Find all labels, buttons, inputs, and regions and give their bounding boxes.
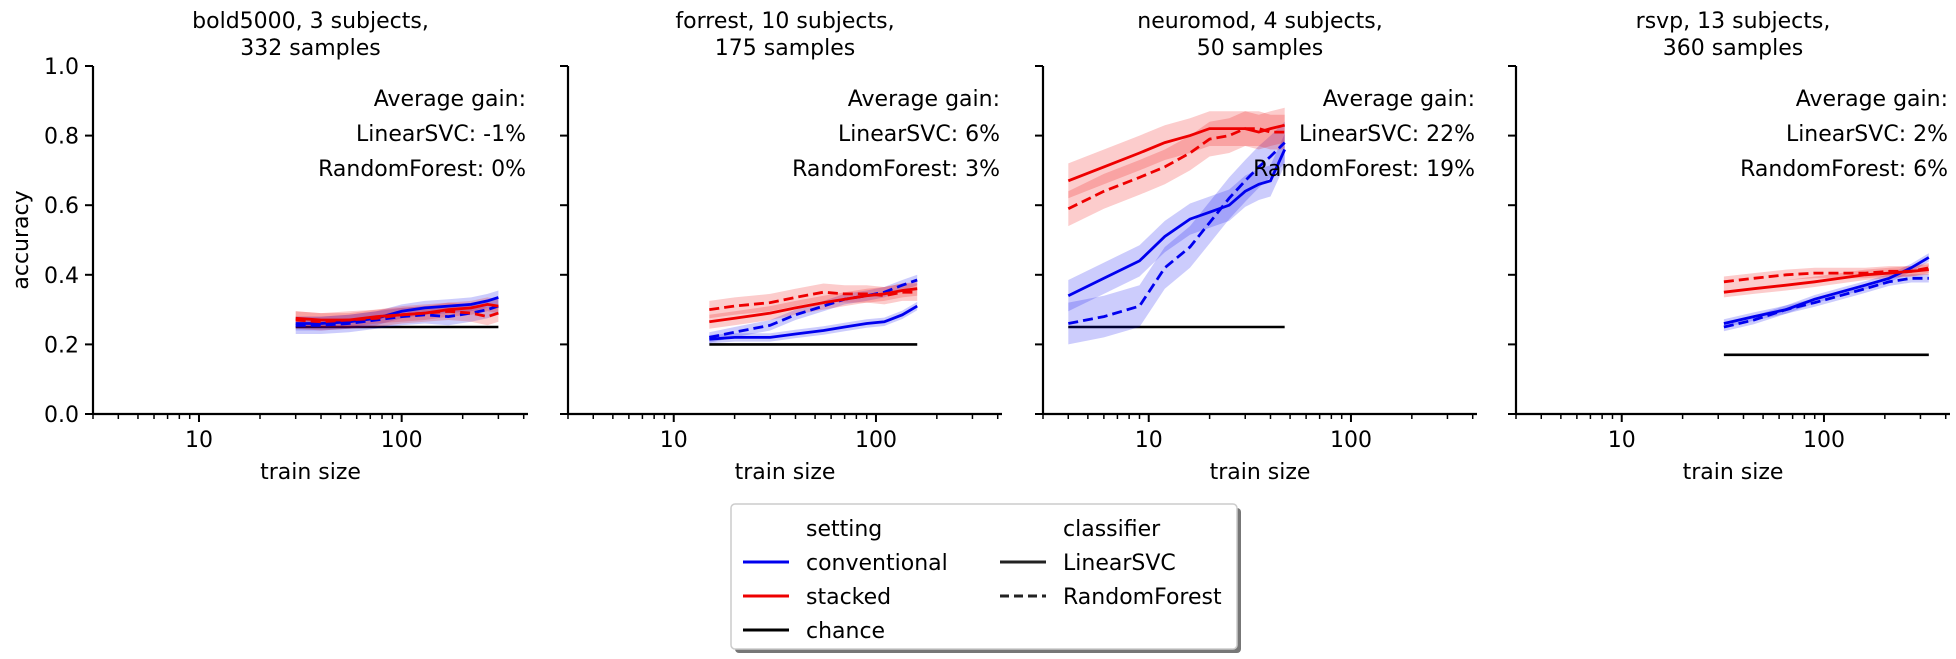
series-line-stacked-RandomForest (709, 290, 918, 311)
confidence-band-stacked-LinearSVC (1068, 107, 1285, 199)
y-tick-label: 1.0 (44, 55, 79, 80)
chart-title-line: bold5000, 3 subjects, (192, 9, 429, 34)
series-line-conventional-LinearSVC (1067, 148, 1286, 297)
y-tick-label: 0.6 (44, 194, 79, 219)
chart-title-line: neuromod, 4 subjects, (1137, 9, 1382, 34)
legend-label-conventional: conventional (806, 551, 948, 576)
series-line-conventional-RandomForest (709, 278, 918, 339)
legend-label-LinearSVC: LinearSVC (1063, 551, 1176, 576)
legend-title-classifier: classifier (1063, 517, 1161, 542)
gain-annotation-line: LinearSVC: 2% (1786, 122, 1948, 147)
chart-title-line: forrest, 10 subjects, (675, 9, 894, 34)
x-tick-label: 100 (381, 428, 423, 453)
confidence-band-conventional-LinearSVC (1723, 253, 1929, 328)
legend-box (730, 503, 1238, 650)
series-line-stacked-LinearSVC (709, 287, 918, 324)
chart-title-line: rsvp, 13 subjects, (1636, 9, 1831, 34)
gain-annotation-line: LinearSVC: -1% (356, 122, 526, 147)
y-tick-label: 0.8 (44, 125, 79, 150)
gain-annotation-line: RandomForest: 6% (1740, 157, 1948, 182)
gain-annotation-line: Average gain: (1796, 87, 1948, 112)
series-line-stacked-RandomForest (1723, 266, 1930, 284)
series-line-stacked-RandomForest (1067, 127, 1285, 210)
gain-annotation-line: RandomForest: 3% (792, 157, 1000, 182)
chart-title-line: 175 samples (715, 36, 855, 61)
series-line-conventional-RandomForest (1723, 276, 1929, 329)
legend-label-stacked: stacked (806, 585, 891, 610)
chart-title-line: 360 samples (1663, 36, 1803, 61)
chart-title-line: 332 samples (240, 36, 380, 61)
y-tick-label: 0.2 (44, 333, 79, 358)
confidence-band-conventional-LinearSVC (1068, 133, 1285, 312)
confidence-band-stacked-RandomForest (709, 283, 918, 319)
chart-title-line: 50 samples (1197, 36, 1323, 61)
x-tick-label: 10 (1135, 428, 1163, 453)
chart-panel-2: forrest, 10 subjects,175 samples 10 100 tra… (560, 9, 1002, 485)
series-line-conventional-LinearSVC (709, 304, 918, 341)
gain-annotation-line: Average gain: (374, 87, 526, 112)
confidence-band-conventional-RandomForest (1723, 274, 1929, 332)
legend-title-setting: setting (806, 517, 882, 542)
series-line-conventional-LinearSVC (295, 296, 499, 325)
x-tick-label: 100 (1330, 428, 1372, 453)
chart-panel-3: neuromod, 4 subjects,50 samples 10 100 trai… (1035, 9, 1477, 485)
gain-annotation-line: Average gain: (1323, 87, 1475, 112)
legend: setting classifier conventional stacked chan… (730, 503, 1241, 653)
gain-annotation-line: Average gain: (848, 87, 1000, 112)
confidence-band-stacked-RandomForest (1723, 262, 1929, 287)
confidence-band-conventional-RandomForest (1068, 121, 1285, 345)
x-tick-label: 10 (185, 428, 213, 453)
legend-label-RandomForest: RandomForest (1063, 585, 1222, 610)
legend-label-chance: chance (806, 619, 885, 644)
gain-annotation-line: RandomForest: 19% (1253, 157, 1475, 182)
confidence-band-stacked-RandomForest (1068, 111, 1285, 227)
y-tick-label: 0.0 (44, 403, 79, 428)
x-axis-label: train size (260, 460, 361, 485)
gain-annotation-line: LinearSVC: 6% (838, 122, 1000, 147)
chart-panel-1: bold5000, 3 subjects,332 samples 0.0 0.2 0.… (9, 9, 528, 485)
gain-annotation-line: RandomForest: 0% (318, 157, 526, 182)
chart-panel-4: rsvp, 13 subjects,360 samples 10 100 train … (1508, 9, 1950, 485)
x-tick-label: 100 (1803, 428, 1845, 453)
x-axis-label: train size (735, 460, 836, 485)
y-axis-label: accuracy (9, 190, 34, 289)
series-line-stacked-RandomForest (295, 309, 499, 324)
x-tick-label: 10 (1608, 428, 1636, 453)
y-tick-label: 0.4 (44, 264, 79, 289)
series-line-conventional-RandomForest (1068, 141, 1286, 325)
series-line-conventional-RandomForest (295, 304, 499, 327)
x-axis-label: train size (1210, 460, 1311, 485)
gain-annotation-line: LinearSVC: 22% (1299, 122, 1475, 147)
x-tick-label: 10 (660, 428, 688, 453)
x-axis-label: train size (1683, 460, 1784, 485)
x-tick-label: 100 (855, 428, 897, 453)
